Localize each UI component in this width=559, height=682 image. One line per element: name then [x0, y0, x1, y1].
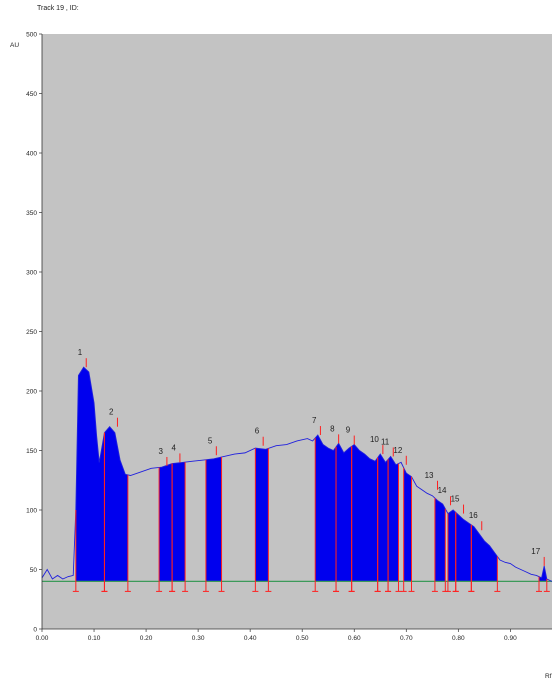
peak-markers	[72, 358, 550, 592]
x-tick-label: 0.10	[88, 635, 101, 642]
peak-area-15	[455, 512, 472, 582]
peak-label-2: 2	[109, 408, 114, 417]
x-tick-label: 0.40	[244, 635, 257, 642]
x-tick-label: 0.70	[400, 635, 413, 642]
peak-label-12: 12	[393, 446, 402, 455]
y-tick-label: 50	[30, 567, 38, 574]
peak-area-3	[159, 463, 173, 582]
peak-label-9: 9	[346, 426, 351, 435]
x-tick-label: 0.80	[452, 635, 465, 642]
peak-area-10	[377, 454, 389, 582]
x-tick-label: 0.20	[140, 635, 153, 642]
track-title: Track 19 , ID:	[37, 5, 79, 12]
peak-area-6	[255, 448, 269, 582]
peak-label-1: 1	[78, 348, 83, 357]
y-ticks: 0 50 100 150 200 250 300 350 400 450 500	[26, 32, 42, 634]
x-tick-label: 0.90	[504, 635, 517, 642]
peak-label-11: 11	[381, 437, 390, 446]
peak-label-14: 14	[438, 486, 447, 495]
peak-area-12	[403, 467, 412, 582]
peak-area-11	[388, 456, 399, 582]
peak-label-4: 4	[171, 443, 176, 452]
y-tick-label: 0	[33, 627, 37, 634]
peak-label-5: 5	[208, 436, 213, 445]
y-tick-label: 150	[26, 448, 37, 455]
x-axis-label: Rf	[545, 673, 552, 680]
peak-area-4	[172, 462, 186, 582]
peak-label-17: 17	[531, 547, 540, 556]
peak-area-5	[205, 457, 222, 582]
peak-label-15: 15	[451, 495, 460, 504]
y-tick-label: 350	[26, 210, 37, 217]
x-ticks: 0.00 0.10 0.20 0.30 0.40 0.50 0.60 0.70 0.80 0.90	[36, 629, 517, 642]
y-tick-label: 200	[26, 389, 37, 396]
peak-label-10: 10	[370, 435, 379, 444]
y-tick-label: 100	[26, 508, 37, 515]
peak-label-3: 3	[158, 447, 163, 456]
peak-area-16	[471, 524, 498, 582]
x-tick-label: 0.60	[348, 635, 361, 642]
x-tick-label: 0.50	[296, 635, 309, 642]
y-tick-label: 300	[26, 270, 37, 277]
peaks-layer	[75, 367, 547, 582]
peak-label-13: 13	[425, 471, 434, 480]
peak-area-1	[75, 367, 105, 582]
peak-area-14	[447, 510, 456, 582]
peak-label-8: 8	[330, 424, 335, 433]
x-tick-label: 0.00	[36, 635, 49, 642]
y-axis-label: AU	[10, 42, 19, 49]
y-tick-label: 500	[26, 32, 37, 39]
peak-label-16: 16	[469, 511, 478, 520]
y-tick-label: 250	[26, 329, 37, 336]
y-tick-label: 450	[26, 91, 37, 98]
peak-area-13	[434, 498, 446, 582]
peak-label-6: 6	[255, 427, 260, 436]
y-tick-label: 400	[26, 151, 37, 158]
x-tick-label: 0.30	[192, 635, 205, 642]
peak-area-8	[336, 443, 352, 582]
peak-area-9	[351, 444, 378, 582]
peak-area-7	[315, 435, 337, 582]
peak-label-7: 7	[312, 416, 317, 425]
